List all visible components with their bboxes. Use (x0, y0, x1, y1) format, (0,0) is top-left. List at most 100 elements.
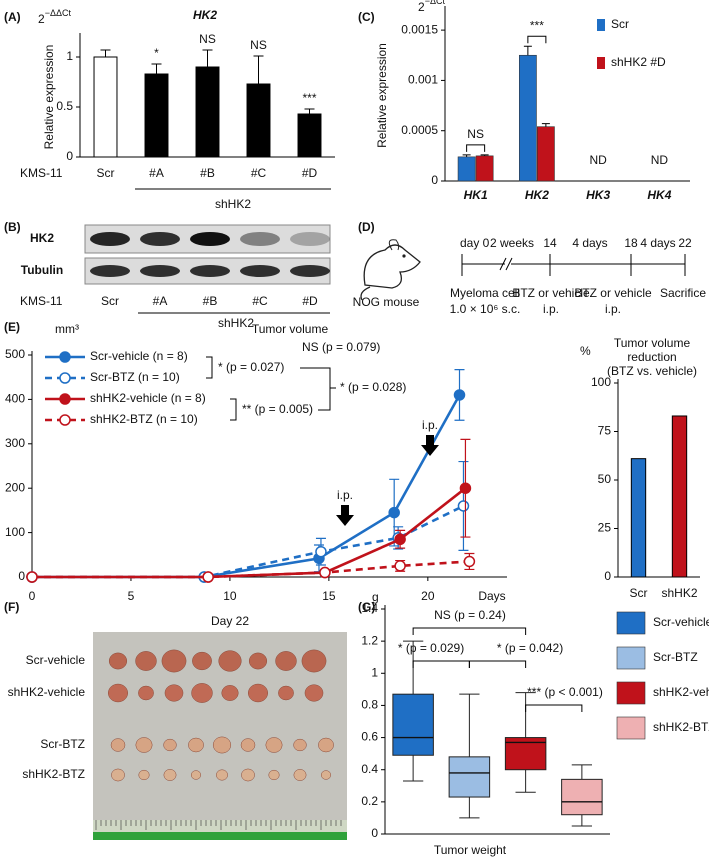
y-tick-label: 100 (591, 375, 611, 389)
x-tick-label: 0 (29, 589, 36, 603)
y-tick-label: 1 (66, 49, 73, 63)
x-tick-label: 20 (421, 589, 435, 603)
tumor (138, 685, 154, 701)
y-tick-label: 0 (18, 569, 25, 583)
legend-label: shHK2-vehicle (n = 8) (90, 391, 206, 405)
mouse-drawing (360, 244, 421, 301)
y-unit: mm³ (55, 322, 79, 336)
error-bar (462, 154, 471, 157)
data-point (319, 566, 331, 579)
comparison-label: * (p = 0.028) (340, 380, 406, 394)
chart-title: Tumor volume (252, 322, 329, 336)
legend-label: shHK2-BTZ (n = 10) (90, 412, 198, 426)
tumor (191, 683, 213, 703)
blot-band (190, 232, 230, 246)
data-point (394, 533, 406, 546)
bar (630, 458, 647, 578)
comparison-label: NS (p = 0.079) (302, 340, 380, 354)
panel-label: (B) (4, 220, 21, 234)
tumor (240, 738, 256, 752)
comparison-label: * (p = 0.029) (398, 641, 464, 655)
chart-subtitle: (BTZ vs. vehicle) (607, 364, 697, 378)
event-label: Myeloma cell (450, 286, 520, 300)
tumor (111, 768, 125, 782)
row-label: Scr-vehicle (26, 653, 86, 667)
bracket (468, 660, 527, 668)
y-tick-label: 300 (5, 436, 25, 450)
lane-label: #D (302, 294, 318, 308)
tumor (192, 651, 212, 671)
tumor (318, 737, 334, 753)
y-tick-label: 200 (5, 480, 25, 494)
y-tick-label: 0 (66, 149, 73, 163)
legend-marker (59, 414, 71, 426)
arrow-label: i.p. (422, 418, 438, 432)
y-tick-label: 0.5 (56, 99, 73, 113)
row-label: KMS-11 (20, 166, 63, 180)
group-label: shHK2 (215, 197, 251, 211)
y-tick-label: 0.0015 (401, 22, 438, 36)
tumor (218, 650, 242, 672)
x-tick-label: HK3 (586, 188, 610, 202)
arrow-label: i.p. (337, 488, 353, 502)
tumor (161, 649, 187, 673)
y-tick-label: 50 (598, 472, 612, 486)
x-tick-label: Scr (97, 166, 115, 180)
y-unit: g (372, 590, 379, 604)
blot-band (90, 232, 130, 246)
day-label: day 0 (460, 236, 490, 250)
tumor (108, 683, 128, 703)
event-label: BTZ or vehicle (574, 286, 652, 300)
tumor (275, 651, 297, 671)
error-bar (202, 49, 213, 67)
comparison-label: NS (p = 0.24) (434, 608, 506, 622)
bracket (527, 35, 547, 44)
significance: * (154, 46, 159, 60)
lane-label: #C (252, 294, 268, 308)
x-axis-label: Days (478, 589, 505, 603)
event-label: i.p. (543, 302, 559, 316)
tumor (265, 737, 283, 753)
legend-label: Scr-BTZ (653, 650, 698, 664)
chart-title: Tumor volume (614, 336, 691, 350)
y-tick-label: 1 (371, 665, 378, 679)
comparison-label: *** (p < 0.001) (527, 685, 603, 699)
blot-band (240, 232, 280, 246)
significance: NS (250, 38, 267, 52)
day-label: 22 (678, 236, 692, 250)
x-tick-label: 10 (223, 589, 237, 603)
bar (457, 156, 476, 182)
arrow (336, 505, 354, 526)
day-label: 18 (624, 236, 638, 250)
x-tick-label: #C (251, 166, 267, 180)
event-label: BTZ or vehicle (512, 286, 590, 300)
y-unit: 2−ΔCt (418, 0, 445, 14)
lane-label: Scr (101, 294, 119, 308)
box (561, 778, 603, 816)
tumor (301, 649, 327, 673)
tumor (188, 737, 204, 753)
row-label: shHK2-BTZ (22, 767, 85, 781)
y-tick-label: 0.8 (361, 698, 378, 712)
unit-base: 2 (38, 12, 45, 26)
interval-label: 4 days (640, 236, 675, 250)
y-tick-label: 0.6 (361, 730, 378, 744)
significance: NS (467, 127, 484, 141)
error-bar (541, 123, 550, 127)
unit-base: 2 (418, 0, 425, 14)
legend-swatch (597, 57, 605, 69)
legend-label: Scr-BTZ (n = 10) (90, 370, 180, 384)
blot-band (290, 265, 330, 277)
tumor (164, 684, 184, 702)
row-label: Scr-BTZ (40, 737, 85, 751)
y-tick-label: 500 (5, 347, 25, 361)
tumor (110, 738, 126, 752)
unit-exponent: −ΔΔCt (45, 8, 72, 18)
event-label: i.p. (605, 302, 621, 316)
comparison-label: ** (p = 0.005) (242, 402, 313, 416)
y-unit: % (580, 344, 591, 358)
y-axis-label: Relative expression (375, 43, 389, 148)
tumor (135, 737, 153, 753)
y-tick-label: 0 (431, 173, 438, 187)
